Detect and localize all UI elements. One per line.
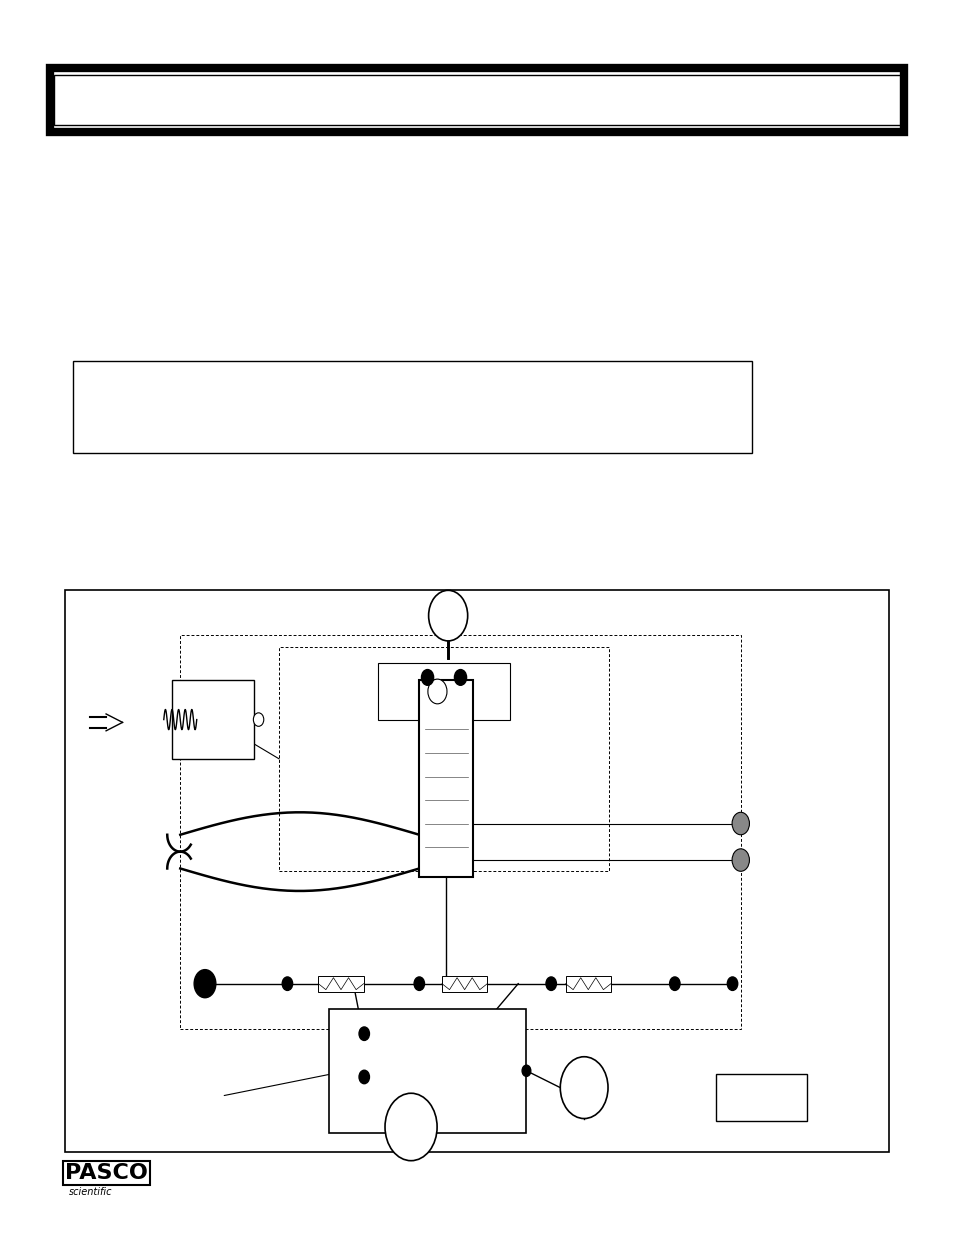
Bar: [716, 1073, 806, 1121]
Circle shape: [521, 1065, 530, 1077]
Bar: [279, 647, 608, 872]
Bar: [328, 1009, 526, 1132]
Text: scientific: scientific: [69, 1187, 112, 1197]
Bar: [377, 663, 510, 720]
Circle shape: [253, 713, 263, 726]
Circle shape: [385, 1093, 436, 1161]
Circle shape: [282, 977, 293, 990]
Circle shape: [428, 679, 447, 704]
Circle shape: [414, 977, 424, 990]
Circle shape: [731, 813, 749, 835]
Bar: [54, 75, 899, 125]
Bar: [419, 680, 473, 877]
Bar: [72, 361, 751, 453]
Circle shape: [545, 977, 556, 990]
Bar: [441, 976, 487, 992]
Text: PASCO: PASCO: [65, 1163, 148, 1183]
Circle shape: [669, 977, 679, 990]
Circle shape: [358, 1028, 369, 1040]
Circle shape: [358, 1071, 369, 1083]
Bar: [565, 976, 610, 992]
Bar: [180, 635, 740, 1029]
Bar: [65, 590, 888, 1152]
Bar: [50, 68, 903, 132]
Circle shape: [421, 669, 434, 685]
Circle shape: [454, 669, 466, 685]
Bar: [172, 680, 254, 758]
Circle shape: [428, 590, 467, 641]
Circle shape: [726, 977, 737, 990]
Circle shape: [559, 1057, 607, 1119]
Circle shape: [194, 969, 215, 998]
Bar: [318, 976, 363, 992]
Circle shape: [731, 848, 749, 872]
